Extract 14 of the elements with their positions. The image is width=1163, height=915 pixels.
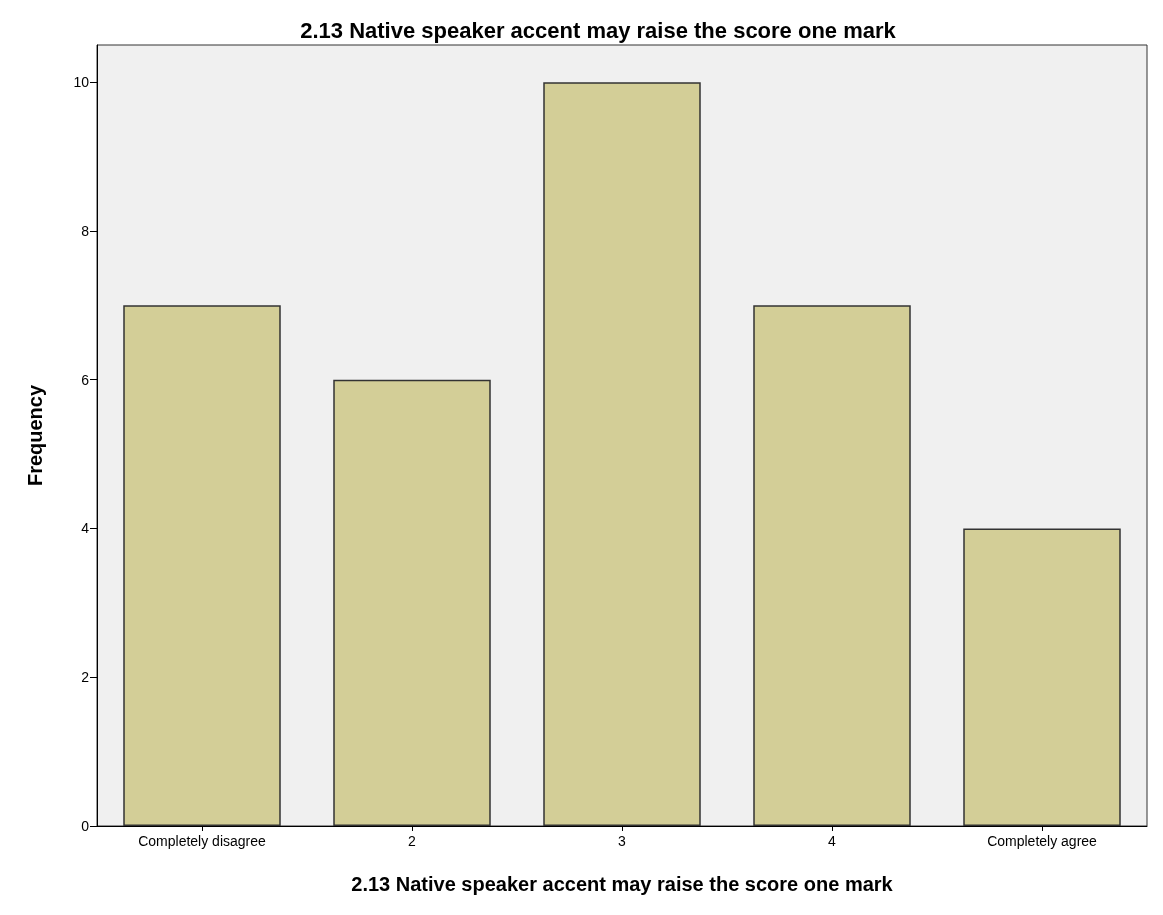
y-axis-title: Frequency — [24, 384, 46, 487]
x-axis-title: 2.13 Native speaker accent may raise the score one mark — [351, 873, 894, 895]
y-tick-label: 10 — [73, 74, 90, 91]
y-tick-label: 4 — [81, 520, 90, 537]
x-tick-label: 4 — [828, 833, 837, 849]
y-tick-label: 8 — [81, 222, 90, 239]
x-tick-label: 2 — [408, 833, 417, 849]
x-tick-label: Completely disagree — [138, 833, 267, 849]
y-tick-label: 0 — [81, 818, 90, 834]
chart-title: 2.13 Native speaker accent may raise the score one mark — [300, 17, 897, 43]
x-tick-label: Completely agree — [987, 833, 1098, 849]
y-tick-label: 6 — [81, 371, 90, 388]
y-tick-label: 2 — [81, 669, 90, 686]
x-tick-label: 3 — [618, 833, 627, 849]
